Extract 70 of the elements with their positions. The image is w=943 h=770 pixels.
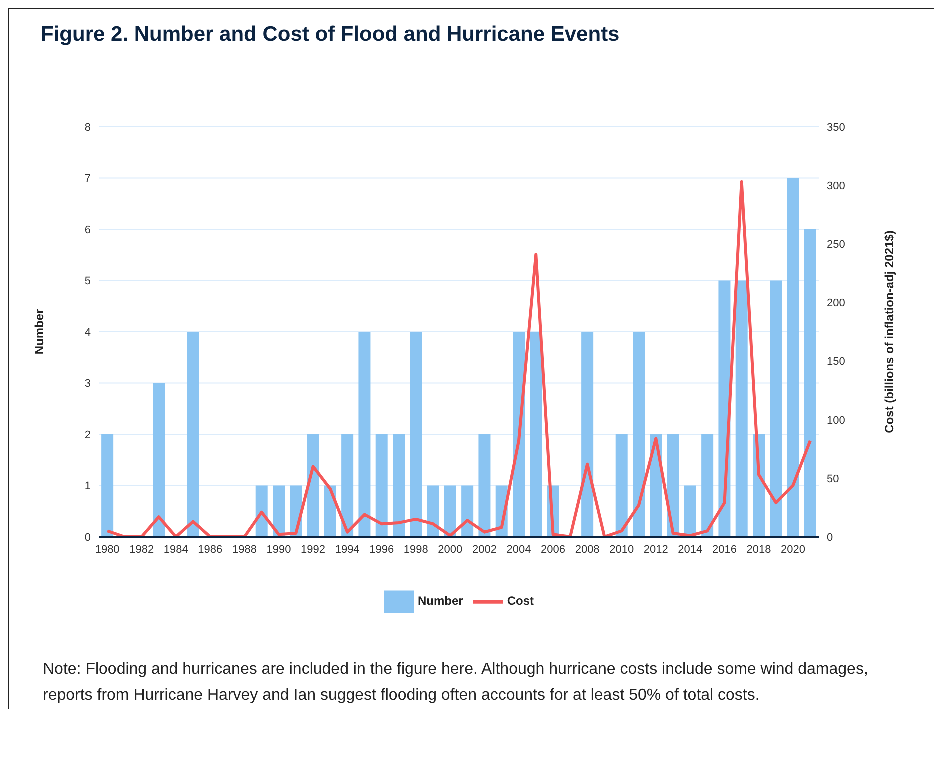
- bar: [102, 434, 114, 537]
- x-tick-label: 1996: [370, 544, 394, 556]
- legend-label: Number: [418, 594, 464, 608]
- y2-tick-label: 300: [827, 180, 846, 192]
- x-tick-label: 2004: [506, 544, 532, 556]
- x-tick-label: 1992: [301, 544, 326, 556]
- y-tick-label: 2: [84, 429, 91, 442]
- y-axis-title: Number: [32, 309, 46, 355]
- x-tick-label: 1986: [198, 544, 223, 556]
- x-tick-label: 2006: [541, 544, 566, 556]
- x-tick-label: 2018: [746, 544, 772, 556]
- y-tick-label: 6: [84, 224, 91, 236]
- bar: [187, 332, 200, 537]
- bar: [307, 434, 320, 537]
- bar: [736, 280, 748, 537]
- bar: [702, 434, 714, 537]
- y2-tick-label: 0: [827, 532, 834, 544]
- bar: [358, 332, 371, 537]
- line-series: [106, 180, 812, 537]
- y-tick-label: 0: [84, 532, 91, 544]
- bar: [153, 383, 165, 537]
- bar: [530, 332, 542, 537]
- bar: [393, 434, 405, 537]
- bar: [444, 486, 456, 537]
- bar: [376, 434, 388, 537]
- x-tick-label: 1988: [232, 544, 257, 556]
- x-tick-label: 2000: [438, 544, 463, 556]
- x-tick-label: 1990: [266, 544, 292, 556]
- x-tick-label: 2014: [678, 544, 703, 556]
- y2-tick-label: 350: [827, 122, 846, 134]
- bar: [684, 486, 696, 537]
- y2-tick-label: 50: [827, 473, 840, 486]
- x-tick-label: 2012: [644, 544, 668, 556]
- y-tick-label: 8: [84, 122, 91, 134]
- bar: [633, 332, 645, 537]
- bar: [427, 486, 440, 537]
- bar: [462, 486, 474, 537]
- y2-tick-label: 250: [827, 239, 846, 252]
- x-tick-label: 2020: [781, 544, 806, 556]
- bar: [770, 280, 782, 537]
- x-tick-label: 1984: [164, 544, 188, 556]
- bar: [342, 434, 354, 537]
- y2-axis-title: Cost (billions of inflation-adj 2021$): [882, 230, 896, 434]
- bar: [804, 230, 816, 537]
- x-tick-label: 2002: [472, 544, 497, 556]
- y-tick-label: 5: [84, 276, 91, 288]
- chart-title: Figure 2. Number and Cost of Flood and Hurricane Events: [41, 23, 621, 47]
- y-tick-label: 3: [84, 378, 91, 390]
- text: Note: Flooding and hurricanes are included in the figure here. Although hurricane costs include some wind damages, reports from Hurricane Harvey and Ian suggest flooding often accounts for at least 50% of total costs.: [43, 660, 870, 706]
- x-tick-label: 2010: [610, 544, 634, 556]
- y2-tick-label: 150: [827, 356, 846, 368]
- y-tick-label: 4: [84, 326, 91, 339]
- bar: [616, 434, 628, 537]
- y-tick-label: 7: [84, 173, 91, 186]
- y2-tick-label: 100: [827, 414, 846, 427]
- bar: [478, 434, 491, 537]
- x-tick-label: 1998: [404, 544, 428, 556]
- x-tick-label: 1982: [130, 544, 154, 556]
- x-tick-label: 2008: [575, 544, 600, 556]
- x-tick-label: 1994: [335, 544, 360, 556]
- y2-tick-label: 200: [827, 298, 846, 310]
- y-tick-label: 1: [84, 480, 91, 493]
- x-tick-label: 1980: [95, 544, 120, 556]
- x-tick-label: 2016: [712, 544, 737, 556]
- bar: [582, 332, 594, 537]
- bar: [410, 332, 422, 537]
- bar: [273, 486, 285, 537]
- bar: [667, 434, 680, 537]
- bar: [787, 178, 800, 537]
- legend-label: Cost: [507, 594, 534, 608]
